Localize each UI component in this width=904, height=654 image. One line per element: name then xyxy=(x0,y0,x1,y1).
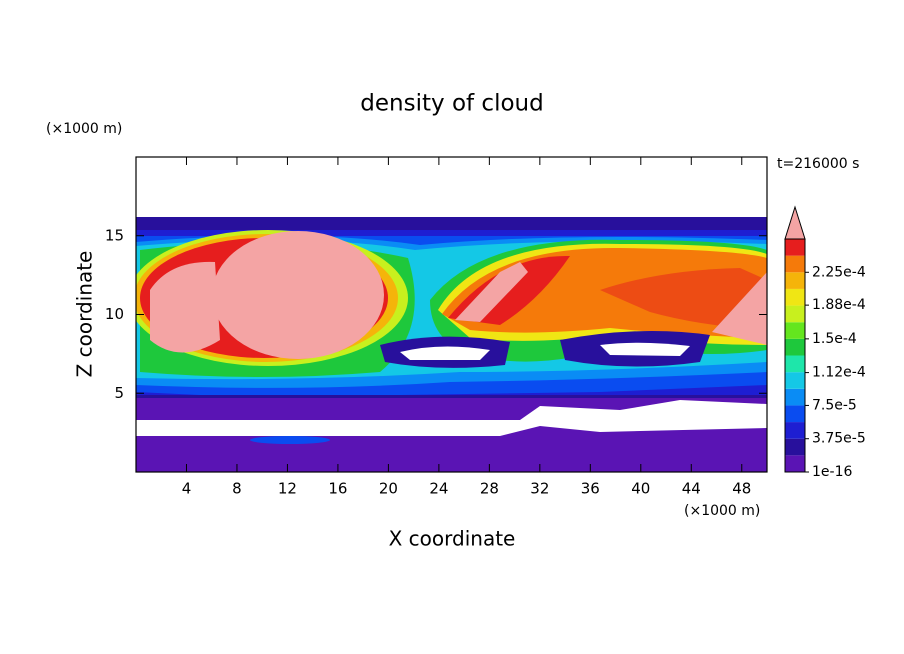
x-tick-label: 16 xyxy=(328,480,347,498)
colorbar-band xyxy=(785,438,805,456)
colorbar-tick-label: 1.5e-4 xyxy=(812,331,857,347)
x-tick-label: 28 xyxy=(480,480,499,498)
colorbar-band xyxy=(785,272,805,289)
x-tick-label: 24 xyxy=(429,480,448,498)
colorbar-band xyxy=(785,322,805,339)
colorbar-tick-label: 2.25e-4 xyxy=(812,264,866,280)
x-tick-label: 48 xyxy=(732,480,751,498)
colorbar-band xyxy=(785,455,805,472)
colorbar-frame xyxy=(784,238,806,473)
colorbar-band xyxy=(785,422,805,439)
colorbar-band xyxy=(785,288,805,306)
x-tick-label: 44 xyxy=(682,480,701,498)
colorbar-tick-label: 1.12e-4 xyxy=(812,365,866,381)
x-axis-label: X coordinate xyxy=(389,527,516,551)
colorbar-band xyxy=(785,355,805,373)
colorbar-band xyxy=(785,255,805,273)
colorbar-tick-label: 3.75e-5 xyxy=(812,431,866,447)
y-unit: (×1000 m) xyxy=(46,121,122,137)
colorbar-tick-label: 1.88e-4 xyxy=(812,297,866,313)
x-tick-label: 32 xyxy=(530,480,549,498)
colorbar-over xyxy=(784,205,806,240)
contour-field xyxy=(136,217,767,472)
annotation: t=216000 s xyxy=(777,156,859,172)
x-tick-label: 12 xyxy=(278,480,297,498)
y-tick-label: 5 xyxy=(114,384,124,402)
colorbar-band xyxy=(785,239,805,256)
x-tick-label: 20 xyxy=(379,480,398,498)
x-tick-label: 4 xyxy=(182,480,192,498)
y-axis-label: Z coordinate xyxy=(73,251,97,378)
x-tick-label: 40 xyxy=(631,480,650,498)
colorbar-band xyxy=(785,372,805,389)
x-unit: (×1000 m) xyxy=(684,503,760,519)
chart-title: density of cloud xyxy=(360,91,543,117)
colorbar-tick-label: 1e-16 xyxy=(812,464,852,480)
y-tick-label: 15 xyxy=(105,226,124,244)
y-tick-label: 10 xyxy=(105,305,124,323)
colorbar-band xyxy=(785,305,805,323)
colorbar-band xyxy=(785,405,805,423)
x-tick-label: 8 xyxy=(232,480,242,498)
colorbar-band xyxy=(785,338,805,356)
x-tick-label: 36 xyxy=(581,480,600,498)
colorbar-tick-label: 7.5e-5 xyxy=(812,397,857,413)
colorbar-band xyxy=(785,388,805,406)
